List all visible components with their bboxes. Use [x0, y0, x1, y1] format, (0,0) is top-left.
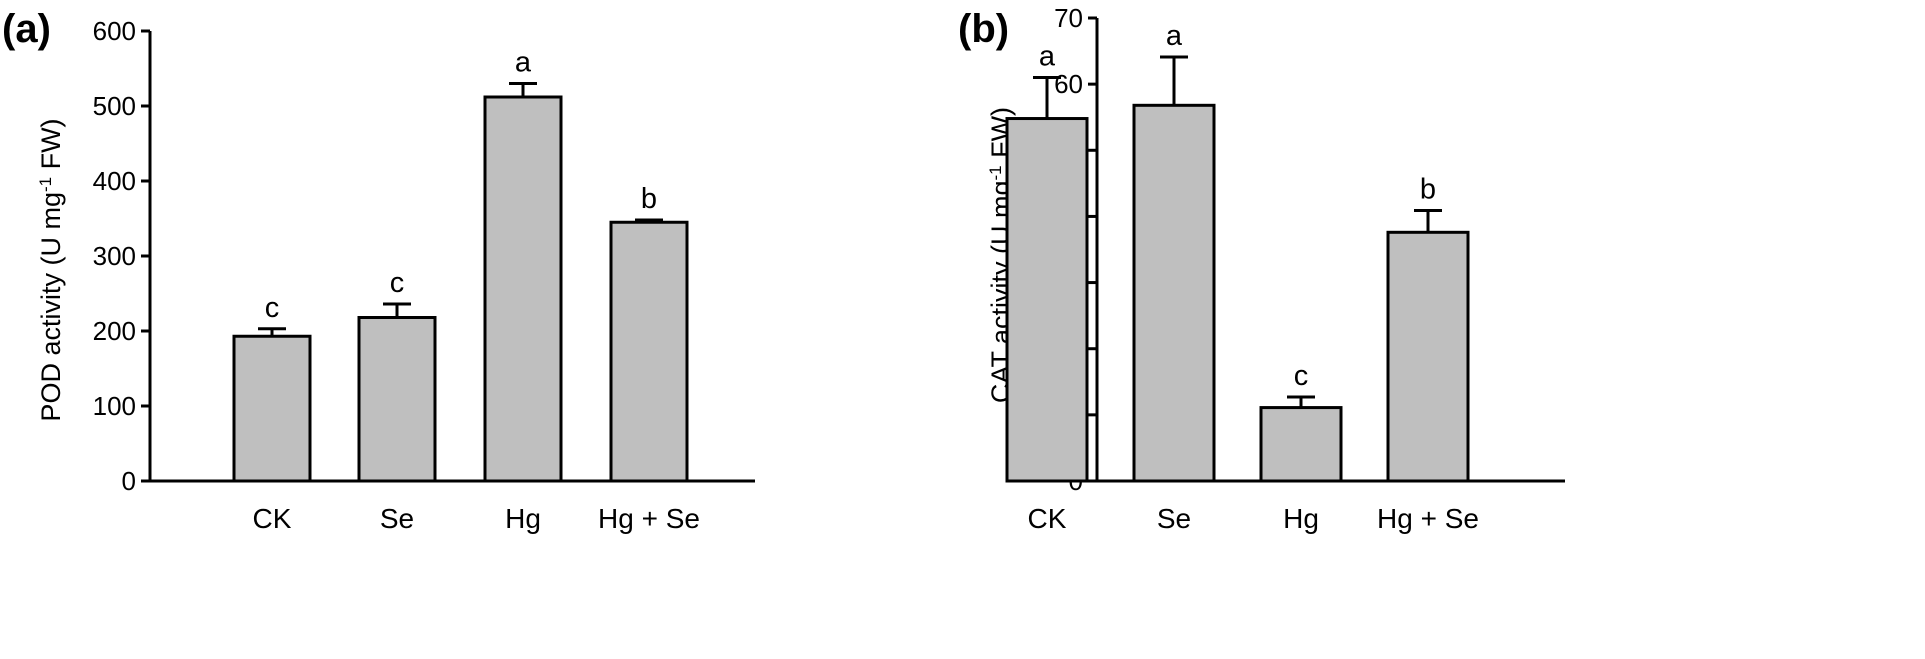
y-tick-label: 200	[93, 316, 136, 346]
significance-letter: c	[1294, 360, 1309, 392]
bar	[1386, 230, 1470, 483]
bar	[609, 220, 689, 483]
bar	[232, 334, 312, 483]
y-tick-label: 100	[93, 391, 136, 421]
significance-letter: b	[641, 183, 657, 215]
significance-letter: c	[390, 267, 405, 299]
axes-b	[1095, 18, 1565, 483]
y-tick-label: 600	[93, 16, 136, 46]
y-tick-label: 0	[122, 466, 136, 496]
y-tick-label: 500	[93, 91, 136, 121]
x-axis-ticks-a: CK Se Hg Hg + Se	[253, 503, 700, 534]
y-axis-title-a: POD activity (U mg-1 FW)	[36, 118, 67, 421]
y-tick-label: 60	[1054, 69, 1083, 99]
significance-letter: a	[1039, 41, 1056, 73]
panel-label-a: (a)	[2, 7, 51, 51]
bar	[1259, 406, 1343, 483]
bars-b: a a c b	[1005, 20, 1470, 483]
significance-letter: a	[515, 47, 532, 79]
y-tick-label: 400	[93, 166, 136, 196]
panel-b-cat-activity-chart: (b) CAT activity (U mg-1 FW) 01020304050…	[958, 3, 1565, 534]
x-tick-label: Hg	[1283, 503, 1319, 534]
y-tick-label: 300	[93, 241, 136, 271]
y-tick-label: 70	[1054, 3, 1083, 33]
x-tick-label: Se	[1157, 503, 1191, 534]
significance-letter: b	[1420, 173, 1436, 205]
bar	[1005, 117, 1089, 483]
y-axis-ticks-a: 0 100 200 300 400 500 600	[93, 16, 150, 496]
panel-a-pod-activity-chart: (a) POD activity (U mg-1 FW) 0 100 200 300 4…	[2, 7, 755, 534]
significance-letter: a	[1166, 20, 1183, 52]
panel-label-b: (b)	[958, 7, 1009, 51]
x-tick-label: CK	[1028, 503, 1067, 534]
x-tick-label: Hg + Se	[1377, 503, 1479, 534]
bar	[1132, 103, 1216, 483]
x-axis-ticks-b: CK Se Hg Hg + Se	[1028, 503, 1479, 534]
x-tick-label: Hg	[505, 503, 541, 534]
x-tick-label: CK	[253, 503, 292, 534]
significance-letter: c	[265, 292, 280, 324]
axes-a	[148, 31, 755, 483]
x-tick-label: Hg + Se	[598, 503, 700, 534]
bar	[357, 316, 437, 483]
bars-a: c c a b	[232, 47, 689, 483]
x-tick-label: Se	[380, 503, 414, 534]
bar	[483, 95, 563, 483]
